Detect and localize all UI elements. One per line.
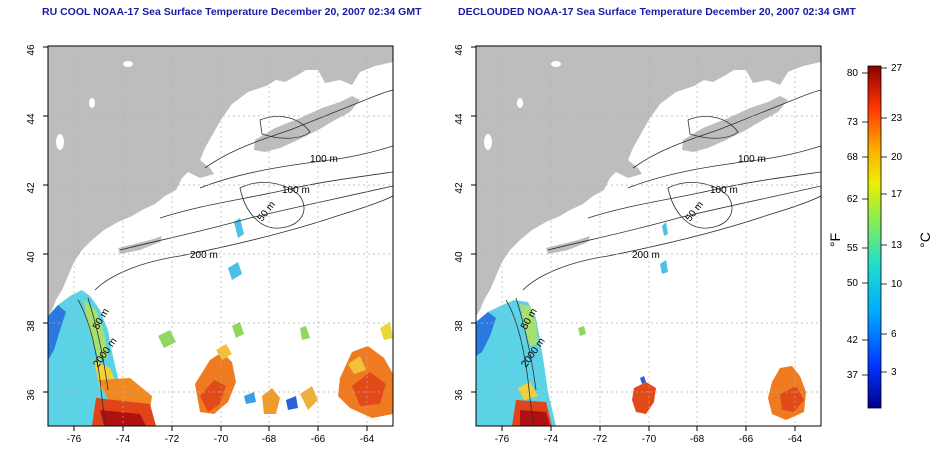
bathymetry-contours — [77, 89, 393, 426]
f-tick: 55 — [847, 243, 859, 254]
bathymetry-contours — [505, 89, 821, 426]
land-mass — [476, 46, 821, 316]
fahrenheit-unit-label: °F — [827, 233, 843, 247]
lat-tick: 46 — [26, 44, 37, 56]
f-tick: 42 — [847, 335, 859, 346]
graticule — [48, 46, 393, 426]
lat-tick: 44 — [26, 113, 37, 125]
lat-tick: 38 — [454, 320, 465, 332]
c-tick: 23 — [891, 113, 903, 124]
contour-label: 200 m — [632, 250, 660, 261]
lon-tick: -70 — [642, 434, 657, 445]
right-map-panel: 100 m 100 m 50 m 200 m 50 m 2000 m -76 -… — [454, 44, 822, 445]
f-tick: 68 — [847, 152, 859, 163]
fahrenheit-ticks: 80 73 68 62 55 50 42 37 — [847, 68, 859, 381]
contour-label: 100 m — [738, 154, 766, 165]
lat-tick: 36 — [454, 389, 465, 401]
lat-tick: 40 — [26, 251, 37, 263]
lat-tick: 36 — [26, 389, 37, 401]
lat-tick: 38 — [26, 320, 37, 332]
right-panel-title: DECLOUDED NOAA-17 Sea Surface Temperatur… — [458, 6, 856, 18]
f-tick: 73 — [847, 117, 859, 128]
celsius-unit-label: °C — [917, 232, 933, 248]
lon-tick: -70 — [214, 434, 229, 445]
lat-tick: 40 — [454, 251, 465, 263]
c-tick: 27 — [891, 63, 903, 74]
lon-tick: -64 — [788, 434, 803, 445]
temperature-colorbar: 80 73 68 62 55 50 42 37 27 23 20 17 13 1… — [827, 63, 933, 409]
sst-patch — [632, 382, 656, 414]
c-tick: 6 — [891, 329, 897, 340]
left-map-panel: 100 m 100 m 50 m 200 m 50 m 2000 m -76 -… — [26, 44, 394, 445]
lon-tick: -72 — [593, 434, 608, 445]
lon-tick: -64 — [360, 434, 375, 445]
lon-tick: -74 — [544, 434, 559, 445]
contour-label: 200 m — [190, 250, 218, 261]
lat-tick-labels: 46 44 42 40 38 36 — [454, 44, 465, 401]
left-panel-title: RU COOL NOAA-17 Sea Surface Temperature … — [42, 6, 422, 18]
lon-tick-labels: -76 -74 -72 -70 -68 -66 -64 — [495, 434, 803, 445]
f-tick: 37 — [847, 370, 859, 381]
lon-tick-labels: -76 -74 -72 -70 -68 -66 -64 — [67, 434, 375, 445]
f-tick: 80 — [847, 68, 859, 79]
lon-tick: -76 — [67, 434, 82, 445]
c-tick: 10 — [891, 279, 903, 290]
lon-tick: -66 — [311, 434, 326, 445]
c-tick: 3 — [891, 367, 897, 378]
celsius-ticks: 27 23 20 17 13 10 6 3 — [891, 63, 903, 378]
contour-label: 100 m — [282, 185, 310, 196]
lon-tick: -68 — [690, 434, 705, 445]
contour-label: 100 m — [310, 154, 338, 165]
graticule — [476, 46, 821, 426]
c-tick: 13 — [891, 240, 903, 251]
lat-tick: 44 — [454, 113, 465, 125]
lat-tick: 42 — [454, 182, 465, 194]
c-tick: 17 — [891, 189, 903, 200]
contour-label: 100 m — [710, 185, 738, 196]
land-mass — [48, 46, 393, 316]
lon-tick: -68 — [262, 434, 277, 445]
c-tick: 20 — [891, 152, 903, 163]
lat-tick-labels: 46 44 42 40 38 36 — [26, 44, 37, 401]
f-tick: 50 — [847, 278, 859, 289]
colorbar-gradient — [867, 65, 882, 409]
lon-tick: -66 — [739, 434, 754, 445]
lon-tick: -72 — [165, 434, 180, 445]
lat-tick: 42 — [26, 182, 37, 194]
lon-tick: -74 — [116, 434, 131, 445]
f-tick: 62 — [847, 194, 859, 205]
sst-patch — [262, 388, 280, 414]
lat-tick: 46 — [454, 44, 465, 56]
lon-tick: -76 — [495, 434, 510, 445]
